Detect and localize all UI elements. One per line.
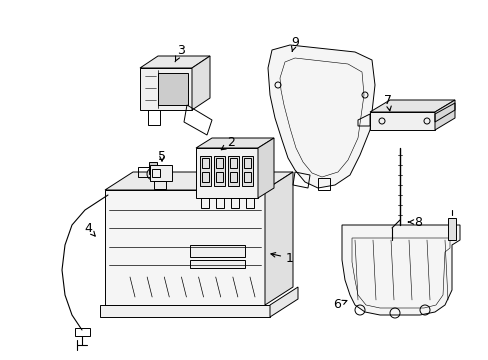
Polygon shape bbox=[192, 56, 209, 110]
Circle shape bbox=[147, 168, 159, 180]
Bar bbox=[216, 158, 223, 168]
Polygon shape bbox=[140, 68, 192, 110]
Bar bbox=[158, 73, 187, 105]
Bar bbox=[244, 158, 250, 168]
Bar bbox=[242, 156, 252, 186]
Text: 4: 4 bbox=[84, 221, 95, 236]
Bar bbox=[229, 158, 237, 168]
Polygon shape bbox=[100, 305, 269, 317]
Polygon shape bbox=[267, 45, 374, 188]
Polygon shape bbox=[269, 287, 297, 317]
Bar bbox=[216, 172, 223, 182]
Polygon shape bbox=[369, 100, 454, 112]
Polygon shape bbox=[258, 138, 273, 198]
Text: 7: 7 bbox=[383, 94, 391, 111]
Polygon shape bbox=[196, 138, 273, 148]
Bar bbox=[190, 245, 244, 257]
Polygon shape bbox=[105, 190, 264, 305]
Bar bbox=[244, 172, 250, 182]
Bar bbox=[214, 156, 224, 186]
Bar bbox=[202, 172, 208, 182]
Text: 3: 3 bbox=[175, 44, 184, 62]
Bar bbox=[149, 162, 157, 174]
Bar bbox=[200, 156, 210, 186]
Text: 5: 5 bbox=[158, 150, 165, 163]
Text: 9: 9 bbox=[290, 36, 298, 51]
Text: 6: 6 bbox=[332, 298, 346, 311]
Polygon shape bbox=[369, 112, 434, 130]
Polygon shape bbox=[434, 100, 454, 130]
Circle shape bbox=[200, 166, 216, 182]
Polygon shape bbox=[140, 56, 209, 68]
Bar bbox=[203, 160, 213, 174]
Text: 2: 2 bbox=[221, 136, 234, 150]
Bar bbox=[202, 158, 208, 168]
Polygon shape bbox=[105, 172, 292, 190]
Bar bbox=[447, 218, 455, 240]
Polygon shape bbox=[196, 148, 258, 198]
Polygon shape bbox=[264, 172, 292, 305]
Bar bbox=[190, 260, 244, 268]
Polygon shape bbox=[150, 165, 172, 181]
Polygon shape bbox=[341, 225, 459, 315]
Text: 1: 1 bbox=[270, 252, 293, 265]
Bar bbox=[227, 156, 239, 186]
Text: 8: 8 bbox=[407, 216, 421, 229]
Bar bbox=[152, 169, 160, 177]
Bar bbox=[229, 172, 237, 182]
